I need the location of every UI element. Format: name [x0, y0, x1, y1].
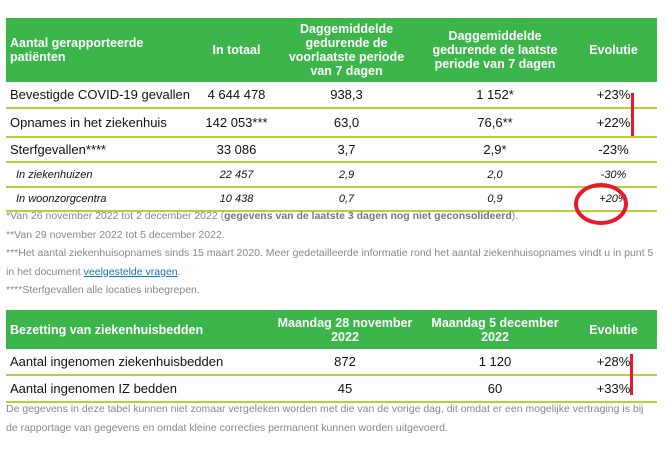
cell: 938,3 — [273, 82, 420, 109]
row-label: Aantal ingenomen ziekenhuisbedden — [6, 349, 270, 376]
header-prev-period: Daggemiddelde gedurende de voorlaatste p… — [273, 18, 420, 82]
header-label: Aantal gerapporteerde patiënten — [6, 18, 200, 82]
cell: 872 — [270, 349, 420, 376]
footnote-4: ****Sterfgevallen alle locaties inbegrep… — [6, 284, 200, 296]
cell: 142 053*** — [200, 108, 273, 138]
table-row: Opnames in het ziekenhuis 142 053*** 63,0 7… — [6, 108, 657, 138]
header-evolution: Evolutie — [570, 18, 657, 82]
cell: -30% — [570, 162, 657, 188]
cell: 33 086 — [200, 137, 273, 163]
cell: 0,9 — [420, 187, 570, 212]
footnote-3-end: . — [177, 265, 181, 278]
cell: 2,9 — [273, 162, 420, 188]
cell: 1 120 — [420, 349, 570, 376]
cell: +23% — [570, 82, 657, 109]
footnote-1-bold: gegevens van de laatste 3 dagen nog niet… — [224, 210, 512, 222]
cell: 10 438 — [200, 187, 273, 212]
cell: 4 644 478 — [200, 82, 273, 109]
footnote-1-end: ). — [511, 210, 519, 222]
cell: +33% — [570, 375, 657, 403]
faq-link[interactable]: veelgestelde vragen — [83, 265, 178, 278]
table-row: Aantal ingenomen ziekenhuisbedden 872 1 12… — [6, 349, 657, 376]
patients-table: Aantal gerapporteerde patiënten In totaa… — [6, 18, 657, 212]
footnotes: *Van 26 november 2022 tot 2 december 202… — [6, 207, 656, 300]
red-annotation-line — [631, 93, 634, 136]
table-row: Sterfgevallen**** 33 086 3,7 2,9* -23% — [6, 137, 657, 163]
table-row: Bevestigde COVID-19 gevallen 4 644 478 938… — [6, 82, 657, 109]
row-label: Bevestigde COVID-19 gevallen — [6, 82, 200, 109]
row-label: In ziekenhuizen — [6, 162, 200, 188]
cell: 63,0 — [273, 108, 420, 138]
cell: +28% — [570, 349, 657, 376]
beds-table: Bezetting van ziekenhuisbedden Maandag 2… — [6, 310, 657, 403]
cell: 60 — [420, 375, 570, 403]
cell: 2,9* — [420, 137, 570, 163]
header-date-2: Maandag 5 december 2022 — [420, 310, 570, 349]
beds-note: De gegevens in deze tabel kunnen niet zo… — [6, 403, 644, 434]
row-label: In woonzorgcentra — [6, 187, 200, 212]
cell: 3,7 — [273, 137, 420, 163]
red-annotation-line — [630, 354, 633, 395]
header-last-period: Daggemiddelde gedurende de laatste perio… — [420, 18, 570, 82]
footnote-2: **Van 29 november 2022 tot 5 december 20… — [6, 228, 225, 241]
cell: 45 — [270, 375, 420, 403]
row-label: Sterfgevallen**** — [6, 137, 200, 163]
table-row: In ziekenhuizen 22 457 2,9 2,0 -30% — [6, 162, 657, 188]
cell: 0,7 — [273, 187, 420, 212]
cell: +22% — [570, 108, 657, 138]
header-evolution: Evolutie — [570, 310, 657, 349]
header-total: In totaal — [200, 18, 273, 82]
cell: -23% — [570, 137, 657, 163]
cell: 76,6** — [420, 108, 570, 138]
table-row: Aantal ingenomen IZ bedden 45 60 +33% — [6, 375, 657, 403]
red-annotation-circle — [574, 183, 628, 225]
cell: 22 457 — [200, 162, 273, 188]
cell: 2,0 — [420, 162, 570, 188]
header-label: Bezetting van ziekenhuisbedden — [6, 310, 270, 349]
row-label: Opnames in het ziekenhuis — [6, 108, 200, 138]
row-label: Aantal ingenomen IZ bedden — [6, 375, 270, 403]
header-date-1: Maandag 28 november 2022 — [270, 310, 420, 349]
footnote-3: ***Het aantal ziekenhuisopnames sinds 15… — [6, 247, 654, 278]
footnote-1: *Van 26 november 2022 tot 2 december 202… — [6, 210, 225, 222]
cell: 1 152* — [420, 82, 570, 109]
